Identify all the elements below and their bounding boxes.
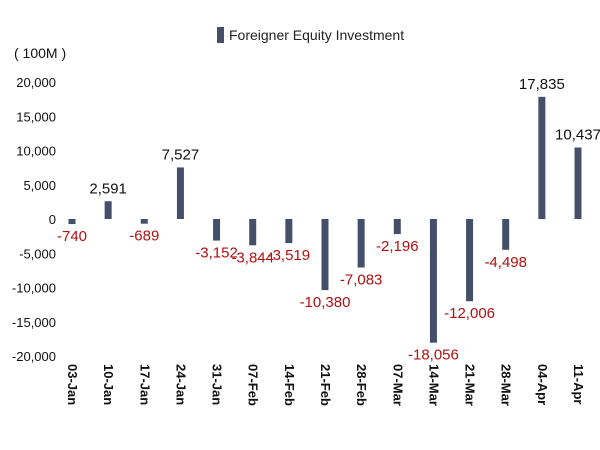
bar xyxy=(574,147,582,219)
data-label: -3,519 xyxy=(268,247,311,264)
bar xyxy=(285,219,293,244)
legend-label: Foreigner Equity Investment xyxy=(229,27,404,43)
y-tick-label: 5,000 xyxy=(23,178,56,193)
data-label: 17,835 xyxy=(519,76,565,93)
y-tick-label: 0 xyxy=(49,212,56,227)
data-label: -10,380 xyxy=(300,294,351,311)
legend: Foreigner Equity Investment xyxy=(217,27,404,43)
bar xyxy=(429,219,437,343)
x-tick-label: 24-Jan xyxy=(173,364,188,405)
y-axis-unit-label: ( 100M ) xyxy=(14,45,66,61)
data-label: -2,196 xyxy=(376,238,419,255)
data-label: -689 xyxy=(129,228,159,245)
data-label: 7,527 xyxy=(162,146,200,163)
x-tick-label: 07-Mar xyxy=(390,364,405,406)
data-label: -4,498 xyxy=(484,254,527,271)
bar xyxy=(466,219,474,302)
x-tick-label: 28-Mar xyxy=(499,364,514,406)
bar xyxy=(538,96,546,219)
data-labels: -740 2,591 -689 7,527 -3,152-3,844-3,519 -10,… xyxy=(57,76,600,364)
y-tick-label: 20,000 xyxy=(16,75,56,90)
data-label: 10,437 xyxy=(555,127,600,144)
x-tick-label: 14-Feb xyxy=(282,364,297,406)
data-label: -3,844 xyxy=(231,249,274,266)
bar xyxy=(502,219,510,250)
bar xyxy=(213,219,221,241)
x-tick-label: 17-Jan xyxy=(137,364,152,405)
y-tick-label: -15,000 xyxy=(12,315,56,330)
y-tick-label: -5,000 xyxy=(19,246,56,261)
x-tick-label: 21-Mar xyxy=(463,364,478,406)
x-tick-label: 10-Jan xyxy=(101,364,116,405)
data-label: -12,006 xyxy=(444,305,495,322)
data-label: 2,591 xyxy=(89,180,127,197)
bar xyxy=(393,219,401,235)
data-label: -18,056 xyxy=(408,347,459,364)
data-label: -740 xyxy=(57,228,87,245)
bar xyxy=(68,219,76,225)
bars xyxy=(68,96,582,343)
y-tick-label: 10,000 xyxy=(16,144,56,159)
x-tick-label: 07-Feb xyxy=(246,364,261,406)
bar xyxy=(357,219,365,268)
x-tick-label: 03-Jan xyxy=(65,364,80,405)
data-label: -3,152 xyxy=(195,245,238,262)
x-tick-label: 21-Feb xyxy=(318,364,333,406)
bar xyxy=(140,219,148,224)
legend-swatch xyxy=(217,27,224,43)
x-tick-label: 31-Jan xyxy=(210,364,225,405)
y-tick-label: 15,000 xyxy=(16,109,56,124)
y-tick-label: -20,000 xyxy=(12,349,56,364)
bar xyxy=(321,219,329,291)
x-tick-label: 04-Apr xyxy=(535,364,550,405)
x-axis-ticks: 03-Jan 10-Jan 17-Jan 24-Jan 31-Jan 07-Feb 14-F… xyxy=(65,364,586,406)
x-tick-label: 28-Feb xyxy=(354,364,369,406)
bar xyxy=(249,219,257,246)
x-tick-label: 14-Mar xyxy=(426,364,441,406)
x-tick-label: 11-Apr xyxy=(571,364,586,404)
bar xyxy=(104,201,112,219)
y-axis-ticks: -20,000 -15,000 -10,000 -5,000 0 5,000 10,000 1… xyxy=(12,75,56,364)
y-tick-label: -10,000 xyxy=(12,281,56,296)
bar xyxy=(176,167,184,219)
data-label: -7,083 xyxy=(340,272,383,289)
